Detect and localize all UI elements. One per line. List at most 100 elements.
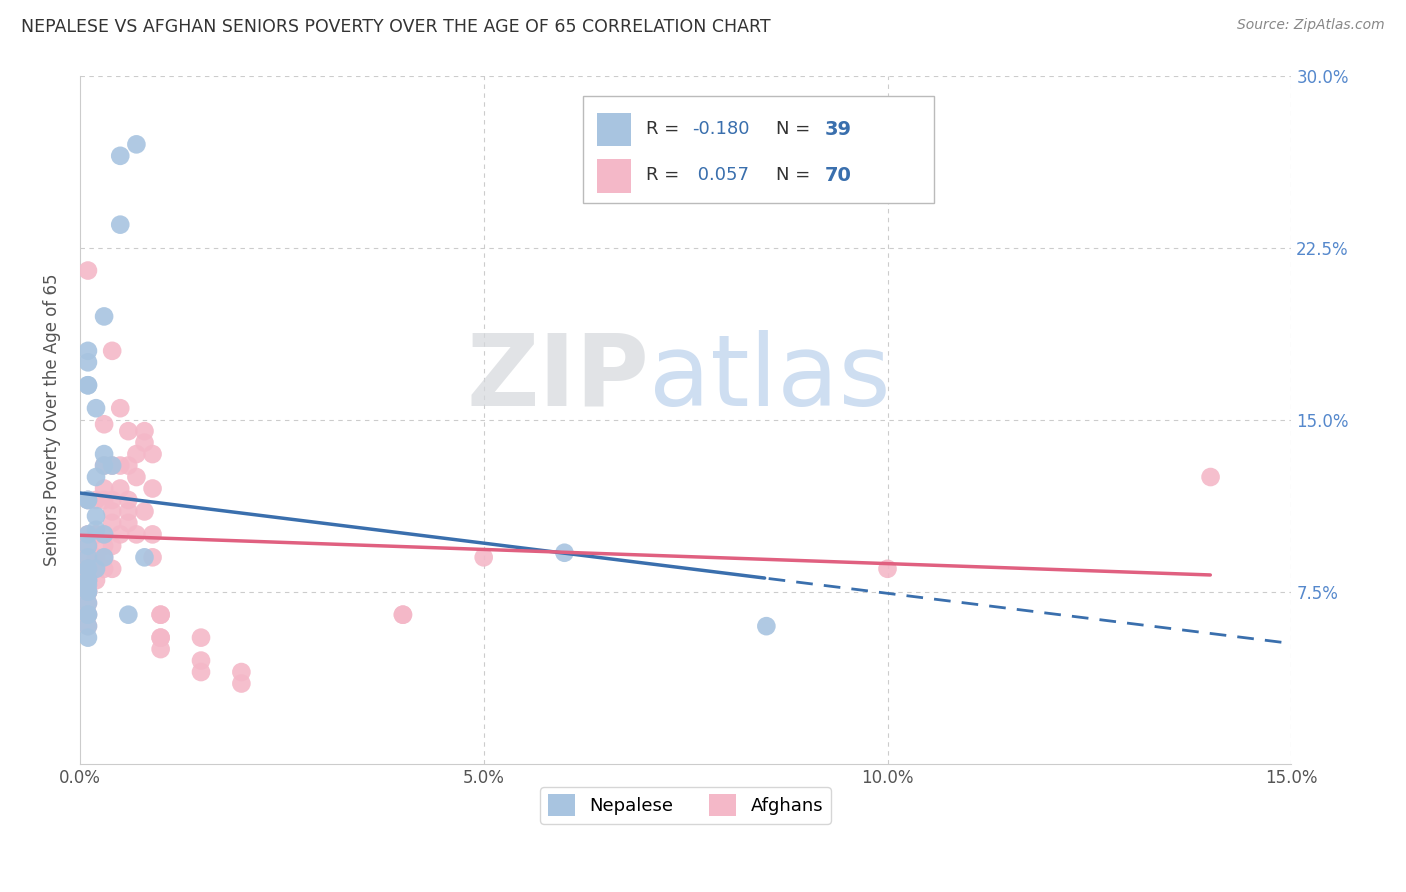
Point — [77, 493, 100, 508]
Point — [77, 568, 100, 582]
Point — [93, 458, 115, 473]
Point — [553, 546, 575, 560]
Point — [392, 607, 415, 622]
Text: NEPALESE VS AFGHAN SENIORS POVERTY OVER THE AGE OF 65 CORRELATION CHART: NEPALESE VS AFGHAN SENIORS POVERTY OVER … — [21, 18, 770, 36]
Point — [101, 458, 124, 473]
Text: 70: 70 — [825, 166, 852, 185]
Point — [77, 378, 100, 392]
Point — [77, 378, 100, 392]
Point — [101, 458, 124, 473]
Point — [77, 343, 100, 358]
Point — [392, 607, 415, 622]
Text: -0.180: -0.180 — [692, 120, 749, 138]
Point — [93, 539, 115, 553]
Point — [77, 584, 100, 599]
Point — [1199, 470, 1222, 484]
Point — [77, 584, 100, 599]
Point — [134, 424, 156, 438]
Point — [84, 550, 107, 565]
Point — [142, 550, 165, 565]
Point — [84, 527, 107, 541]
Point — [84, 527, 107, 541]
Point — [77, 562, 100, 576]
Point — [110, 149, 132, 163]
Point — [93, 458, 115, 473]
Text: N =: N = — [776, 166, 817, 185]
Point — [93, 447, 115, 461]
Point — [77, 539, 100, 553]
Point — [77, 574, 100, 588]
Point — [149, 607, 172, 622]
Point — [117, 493, 139, 508]
Point — [101, 504, 124, 518]
Point — [231, 676, 253, 690]
Bar — [598, 160, 631, 193]
Point — [77, 527, 100, 541]
Point — [110, 458, 132, 473]
Point — [84, 523, 107, 537]
Text: N =: N = — [776, 120, 817, 138]
Point — [93, 417, 115, 432]
Point — [125, 447, 148, 461]
Point — [117, 516, 139, 530]
Point — [101, 516, 124, 530]
Point — [110, 401, 132, 416]
Bar — [598, 112, 631, 145]
Point — [84, 509, 107, 524]
Point — [149, 631, 172, 645]
Text: ZIP: ZIP — [467, 330, 650, 427]
Point — [93, 310, 115, 324]
Point — [190, 631, 212, 645]
Point — [93, 527, 115, 541]
Point — [77, 574, 100, 588]
Point — [77, 607, 100, 622]
Point — [77, 574, 100, 588]
Point — [110, 527, 132, 541]
Point — [117, 458, 139, 473]
Point — [77, 578, 100, 592]
Point — [125, 527, 148, 541]
Point — [84, 470, 107, 484]
Point — [149, 607, 172, 622]
Point — [93, 550, 115, 565]
Point — [77, 550, 100, 565]
Point — [93, 550, 115, 565]
Point — [149, 631, 172, 645]
Point — [77, 527, 100, 541]
Point — [77, 584, 100, 599]
Point — [134, 435, 156, 450]
Point — [77, 619, 100, 633]
Point — [93, 482, 115, 496]
Point — [101, 343, 124, 358]
Point — [77, 584, 100, 599]
Point — [77, 263, 100, 277]
Point — [77, 584, 100, 599]
Point — [134, 504, 156, 518]
Point — [77, 562, 100, 576]
Point — [876, 562, 898, 576]
Point — [93, 493, 115, 508]
Point — [77, 493, 100, 508]
Point — [77, 619, 100, 633]
Point — [125, 470, 148, 484]
Text: R =: R = — [645, 120, 685, 138]
Point — [77, 607, 100, 622]
Point — [117, 607, 139, 622]
Point — [190, 665, 212, 679]
Point — [117, 504, 139, 518]
Point — [472, 550, 495, 565]
Point — [142, 482, 165, 496]
Point — [755, 619, 778, 633]
Text: Source: ZipAtlas.com: Source: ZipAtlas.com — [1237, 18, 1385, 32]
Point — [142, 527, 165, 541]
Point — [77, 631, 100, 645]
Text: atlas: atlas — [650, 330, 891, 427]
Point — [231, 665, 253, 679]
Point — [77, 596, 100, 610]
Point — [84, 401, 107, 416]
Point — [93, 562, 115, 576]
Point — [142, 447, 165, 461]
Point — [77, 562, 100, 576]
Point — [125, 137, 148, 152]
Point — [134, 550, 156, 565]
